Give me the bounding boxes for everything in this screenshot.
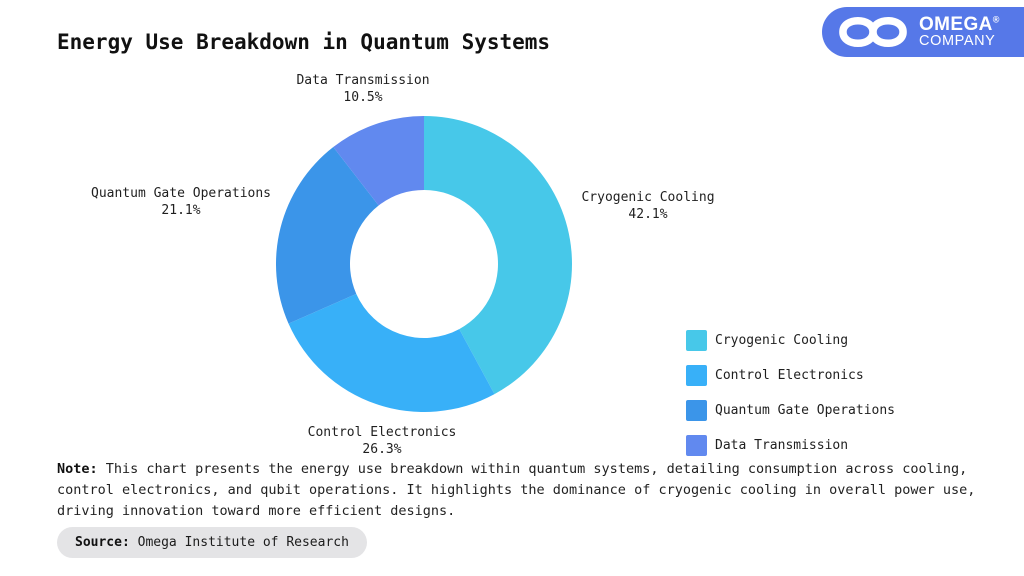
slice-label-control-electronics: Control Electronics 26.3% [308, 424, 457, 458]
page-title: Energy Use Breakdown in Quantum Systems [57, 30, 551, 54]
logo-text: OMEGA® COMPANY [919, 15, 1000, 49]
slice-label-name: Cryogenic Cooling [581, 190, 715, 205]
pie-slice-1 [288, 293, 495, 412]
legend-item-cryogenic-cooling: Cryogenic Cooling [686, 330, 895, 351]
legend-label: Cryogenic Cooling [715, 333, 849, 348]
slice-label-name: Data Transmission [296, 73, 430, 88]
legend-label: Control Electronics [715, 368, 864, 383]
note-text: Note: This chart presents the energy use… [57, 459, 1002, 522]
legend: Cryogenic Cooling Control Electronics Qu… [686, 330, 895, 470]
legend-label: Data Transmission [715, 438, 849, 453]
note-prefix: Note: [57, 461, 98, 477]
slice-label-pct: 26.3% [362, 442, 402, 457]
logo-brand: OMEGA® [919, 13, 1000, 35]
donut-chart [276, 116, 572, 412]
legend-label: Quantum Gate Operations [715, 403, 896, 418]
source-badge: Source: Omega Institute of Research [57, 527, 367, 558]
slice-label-pct: 10.5% [343, 90, 383, 105]
logo-company: COMPANY [919, 33, 996, 50]
slice-label-name: Quantum Gate Operations [90, 186, 272, 201]
note-body: This chart presents the energy use break… [57, 461, 976, 519]
registered-mark: ® [992, 14, 1000, 25]
pie-slice-3 [333, 116, 424, 206]
pie-slice-2 [276, 147, 379, 324]
legend-swatch [686, 365, 707, 386]
slice-label-data-transmission: Data Transmission 10.5% [296, 72, 429, 106]
slice-label-quantum-gate-operations: Quantum Gate Operations 21.1% [91, 185, 271, 219]
legend-swatch [686, 435, 707, 456]
legend-item-data-transmission: Data Transmission [686, 435, 895, 456]
legend-item-quantum-gate-operations: Quantum Gate Operations [686, 400, 895, 421]
slice-label-name: Control Electronics [307, 425, 457, 440]
slice-label-pct: 21.1% [161, 203, 201, 218]
slice-label-cryogenic-cooling: Cryogenic Cooling 42.1% [581, 189, 714, 223]
source-text: Omega Institute of Research [129, 535, 349, 550]
legend-swatch [686, 330, 707, 351]
source-prefix: Source: [75, 535, 130, 550]
pie-slice-0 [424, 116, 572, 395]
legend-swatch [686, 400, 707, 421]
infinity-icon [839, 16, 907, 48]
omega-logo-badge: OMEGA® COMPANY [822, 7, 1024, 57]
legend-item-control-electronics: Control Electronics [686, 365, 895, 386]
slice-label-pct: 42.1% [628, 207, 668, 222]
